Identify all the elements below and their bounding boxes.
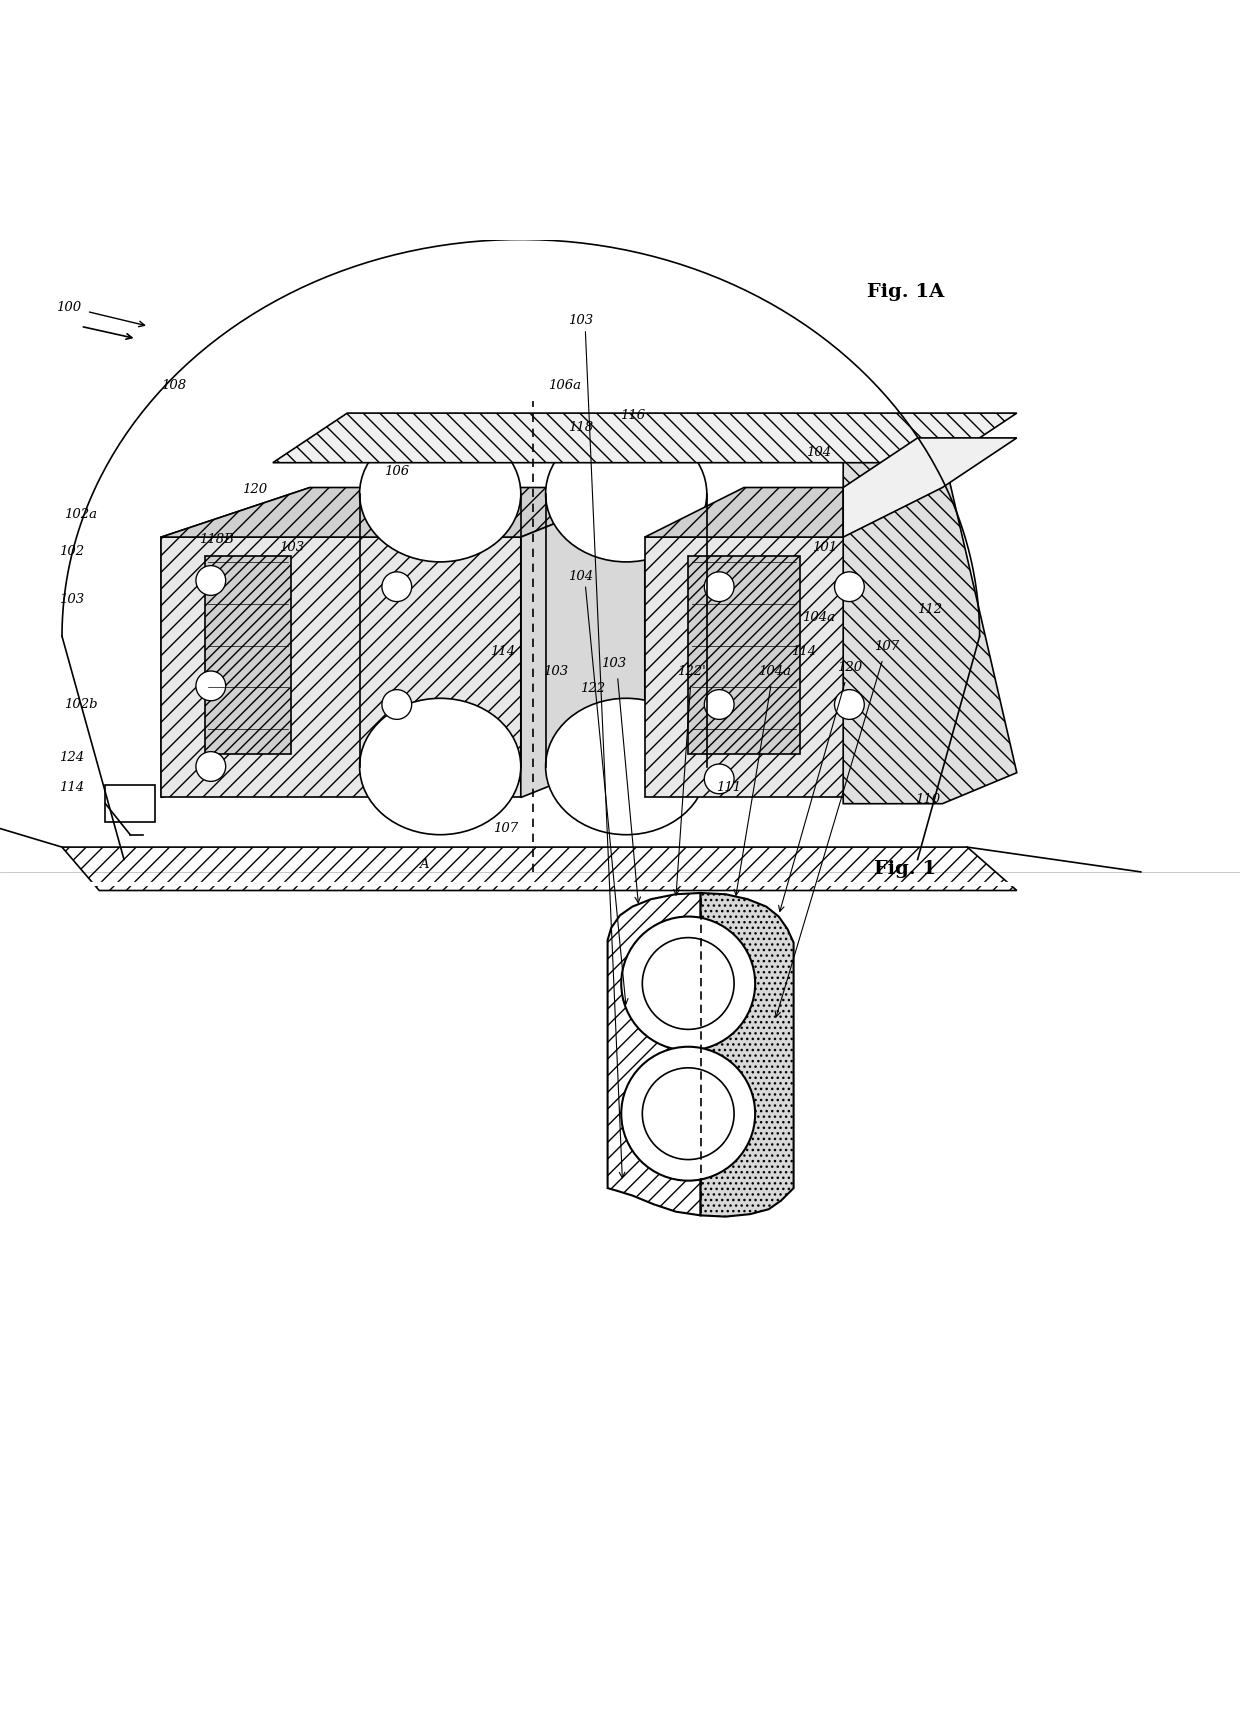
Text: 103: 103 bbox=[568, 313, 593, 327]
Circle shape bbox=[621, 1047, 755, 1181]
Text: 118B: 118B bbox=[200, 533, 234, 547]
Text: 100: 100 bbox=[56, 301, 81, 315]
Text: 106a: 106a bbox=[548, 380, 580, 392]
Text: 104: 104 bbox=[568, 571, 593, 583]
Text: 114: 114 bbox=[60, 780, 84, 794]
Text: A: A bbox=[419, 858, 429, 872]
Circle shape bbox=[642, 1067, 734, 1160]
Ellipse shape bbox=[546, 426, 707, 562]
Ellipse shape bbox=[546, 698, 707, 835]
Text: 102: 102 bbox=[60, 545, 84, 559]
Text: 103: 103 bbox=[543, 665, 568, 677]
Text: 114: 114 bbox=[490, 645, 515, 658]
Text: 116: 116 bbox=[620, 409, 645, 423]
Polygon shape bbox=[608, 892, 701, 1215]
Text: 102a: 102a bbox=[64, 509, 97, 521]
Polygon shape bbox=[205, 555, 291, 755]
Text: 118: 118 bbox=[568, 421, 593, 435]
Circle shape bbox=[642, 937, 734, 1030]
Polygon shape bbox=[868, 488, 942, 798]
Polygon shape bbox=[62, 847, 1017, 890]
Ellipse shape bbox=[360, 698, 521, 835]
Circle shape bbox=[835, 572, 864, 602]
Circle shape bbox=[196, 751, 226, 782]
Polygon shape bbox=[701, 892, 794, 1217]
Text: 107: 107 bbox=[494, 822, 518, 835]
Circle shape bbox=[704, 572, 734, 602]
Polygon shape bbox=[843, 438, 1017, 536]
Polygon shape bbox=[161, 488, 645, 536]
Circle shape bbox=[704, 763, 734, 794]
Text: 122: 122 bbox=[580, 682, 605, 694]
Circle shape bbox=[196, 566, 226, 595]
Text: 104a: 104a bbox=[759, 665, 791, 677]
Circle shape bbox=[704, 689, 734, 719]
Text: 103: 103 bbox=[601, 657, 626, 670]
Circle shape bbox=[196, 670, 226, 701]
Polygon shape bbox=[645, 488, 942, 536]
Text: 122': 122' bbox=[677, 665, 707, 677]
Text: 112: 112 bbox=[918, 603, 942, 615]
Text: 103: 103 bbox=[60, 593, 84, 605]
Circle shape bbox=[382, 689, 412, 719]
Text: 111: 111 bbox=[717, 780, 742, 794]
Text: 102b: 102b bbox=[63, 698, 98, 712]
Polygon shape bbox=[161, 488, 310, 798]
Text: Fig. 1A: Fig. 1A bbox=[867, 282, 944, 301]
Text: 104a: 104a bbox=[802, 612, 835, 624]
Text: 120: 120 bbox=[242, 483, 267, 497]
Polygon shape bbox=[105, 786, 155, 822]
Polygon shape bbox=[688, 555, 800, 755]
Text: 106: 106 bbox=[384, 464, 409, 478]
Text: 103: 103 bbox=[279, 540, 304, 554]
Text: 104: 104 bbox=[806, 447, 831, 459]
Circle shape bbox=[621, 916, 755, 1050]
Text: 108: 108 bbox=[161, 380, 186, 392]
Polygon shape bbox=[645, 536, 868, 798]
Circle shape bbox=[835, 689, 864, 719]
Text: 114: 114 bbox=[791, 645, 816, 658]
Text: 120: 120 bbox=[837, 660, 862, 674]
Text: Fig. 1: Fig. 1 bbox=[874, 861, 936, 878]
Ellipse shape bbox=[360, 426, 521, 562]
Text: 124: 124 bbox=[60, 751, 84, 765]
Polygon shape bbox=[161, 536, 521, 798]
Circle shape bbox=[382, 572, 412, 602]
Text: 110: 110 bbox=[915, 794, 940, 806]
Polygon shape bbox=[843, 450, 1017, 804]
Polygon shape bbox=[273, 413, 1017, 462]
Text: 101: 101 bbox=[812, 540, 837, 554]
Polygon shape bbox=[521, 488, 645, 798]
Text: 107: 107 bbox=[874, 639, 899, 653]
